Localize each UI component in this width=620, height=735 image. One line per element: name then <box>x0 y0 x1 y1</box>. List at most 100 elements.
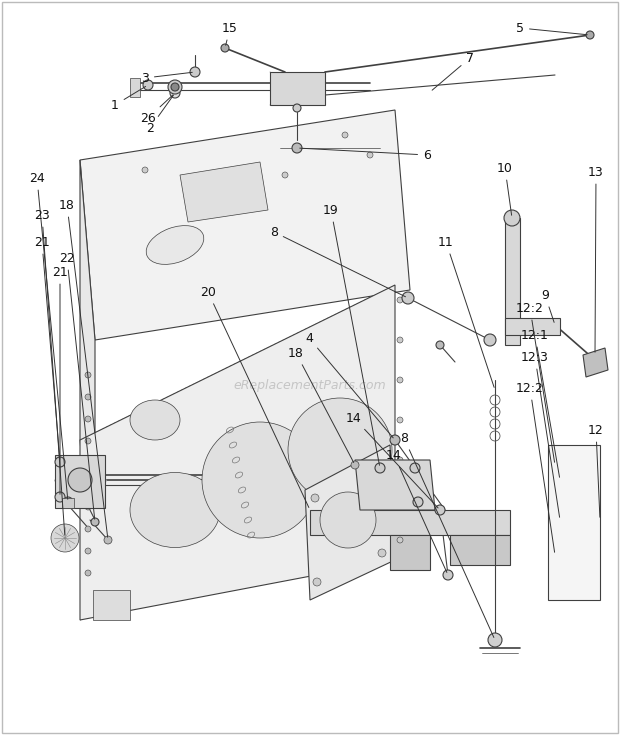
Circle shape <box>282 172 288 178</box>
Circle shape <box>378 549 386 557</box>
Circle shape <box>351 461 359 469</box>
Circle shape <box>68 468 92 492</box>
Text: 2: 2 <box>146 96 174 135</box>
Polygon shape <box>305 445 395 600</box>
Ellipse shape <box>130 400 180 440</box>
Circle shape <box>397 337 403 343</box>
Circle shape <box>170 88 180 98</box>
Text: 7: 7 <box>432 51 474 90</box>
Circle shape <box>85 570 91 576</box>
Circle shape <box>85 372 91 378</box>
Text: 11: 11 <box>438 235 494 387</box>
Circle shape <box>488 633 502 647</box>
Text: 26: 26 <box>140 95 173 124</box>
Polygon shape <box>180 162 268 222</box>
Text: 12: 12 <box>588 423 604 517</box>
Text: 10: 10 <box>497 162 513 215</box>
Circle shape <box>85 416 91 422</box>
Text: 12:2: 12:2 <box>516 301 554 462</box>
Circle shape <box>85 548 91 554</box>
Text: 22: 22 <box>59 251 95 519</box>
Polygon shape <box>80 285 395 620</box>
Text: 12:1: 12:1 <box>521 329 559 477</box>
Text: 21: 21 <box>34 235 60 459</box>
Circle shape <box>397 457 403 463</box>
Circle shape <box>397 497 403 503</box>
Circle shape <box>51 524 79 552</box>
Ellipse shape <box>146 226 204 265</box>
Polygon shape <box>548 445 600 600</box>
Circle shape <box>313 578 321 586</box>
Polygon shape <box>93 590 130 620</box>
Text: 20: 20 <box>200 285 309 507</box>
Polygon shape <box>355 460 435 510</box>
Circle shape <box>288 398 392 502</box>
Circle shape <box>293 104 301 112</box>
Text: 12:3: 12:3 <box>521 351 560 517</box>
Circle shape <box>202 422 318 538</box>
Polygon shape <box>130 78 140 97</box>
Circle shape <box>586 31 594 39</box>
Text: 4: 4 <box>305 331 393 438</box>
Polygon shape <box>80 160 95 620</box>
Circle shape <box>397 537 403 543</box>
Circle shape <box>190 67 200 77</box>
Text: 24: 24 <box>29 171 68 499</box>
Text: 14: 14 <box>386 448 447 573</box>
Circle shape <box>410 463 420 473</box>
Circle shape <box>85 394 91 400</box>
Polygon shape <box>505 318 560 335</box>
Circle shape <box>63 497 73 507</box>
Polygon shape <box>80 110 410 340</box>
Polygon shape <box>583 348 608 377</box>
Circle shape <box>375 463 385 473</box>
Circle shape <box>367 152 373 158</box>
Circle shape <box>443 570 453 580</box>
Text: 15: 15 <box>222 21 238 46</box>
Polygon shape <box>450 535 510 565</box>
Polygon shape <box>310 510 510 535</box>
Circle shape <box>55 457 65 467</box>
Text: 5: 5 <box>516 21 587 35</box>
Circle shape <box>402 292 414 304</box>
Circle shape <box>85 438 91 444</box>
Circle shape <box>85 460 91 466</box>
Text: 3: 3 <box>141 71 192 85</box>
Polygon shape <box>270 72 325 105</box>
Text: 13: 13 <box>588 165 604 352</box>
Ellipse shape <box>130 473 220 548</box>
Text: 9: 9 <box>541 289 554 323</box>
Circle shape <box>85 504 91 510</box>
Polygon shape <box>55 455 105 508</box>
Circle shape <box>504 210 520 226</box>
Circle shape <box>85 526 91 532</box>
Text: 19: 19 <box>323 204 379 465</box>
Text: 1: 1 <box>111 87 146 112</box>
Circle shape <box>91 518 99 526</box>
Circle shape <box>390 435 400 445</box>
Text: 12:2: 12:2 <box>516 381 554 552</box>
Text: 14: 14 <box>346 412 438 508</box>
Text: 23: 23 <box>34 209 65 535</box>
Text: 8: 8 <box>270 226 405 297</box>
Circle shape <box>292 143 302 153</box>
Circle shape <box>397 297 403 303</box>
Circle shape <box>320 492 376 548</box>
Circle shape <box>168 80 182 94</box>
Circle shape <box>435 505 445 515</box>
Circle shape <box>436 341 444 349</box>
Text: 6: 6 <box>300 148 431 162</box>
Circle shape <box>142 167 148 173</box>
Text: 21: 21 <box>52 265 68 494</box>
Circle shape <box>85 482 91 488</box>
Polygon shape <box>390 535 430 570</box>
Circle shape <box>484 334 496 346</box>
Circle shape <box>143 80 153 90</box>
Text: eReplacementParts.com: eReplacementParts.com <box>234 379 386 392</box>
Circle shape <box>397 417 403 423</box>
Text: 8: 8 <box>400 431 494 637</box>
Circle shape <box>55 492 65 502</box>
Text: 18: 18 <box>288 346 353 462</box>
Circle shape <box>342 132 348 138</box>
Text: 18: 18 <box>59 198 108 537</box>
